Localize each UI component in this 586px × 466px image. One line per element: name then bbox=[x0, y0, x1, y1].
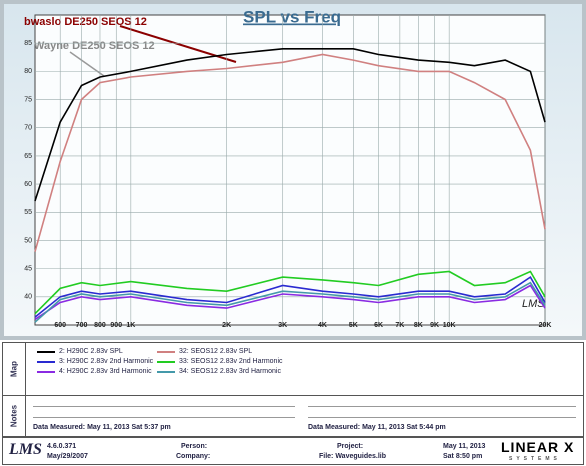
build-date: May/29/2007 bbox=[47, 453, 88, 460]
x-tick-label: 10K bbox=[443, 322, 456, 329]
series-line bbox=[34, 275, 546, 318]
legend-item: 2: H290C 2.83v SPL bbox=[37, 348, 123, 355]
file: File: Waveguides.lib bbox=[319, 453, 387, 460]
person: Person: bbox=[181, 443, 208, 450]
version: 4.6.0.371 bbox=[47, 443, 77, 450]
legend-swatch bbox=[37, 360, 55, 363]
legend-item: 3: H290C 2.83v 2nd Harmonic bbox=[37, 358, 153, 365]
x-tick-label: 9K bbox=[430, 322, 439, 329]
y-tick-label: 75 bbox=[24, 96, 32, 103]
annotation: Wayne DE250 SEOS 12 bbox=[34, 40, 155, 52]
y-tick-label: 70 bbox=[24, 125, 32, 132]
footer: LMS 4.6.0.371 May/29/2007 Person: Compan… bbox=[2, 437, 584, 465]
annotation-arrow bbox=[69, 51, 105, 77]
x-tick-label: 800 bbox=[94, 322, 106, 329]
company: Company: bbox=[176, 453, 211, 460]
brand-sub: SYSTEMS bbox=[509, 456, 561, 462]
note-text: Data Measured: May 11, 2013 Sat 5:37 pm bbox=[33, 424, 171, 431]
brand: LINEAR X bbox=[501, 439, 575, 455]
series-line bbox=[34, 281, 546, 323]
legend-item: 34: SEOS12 2.83v 3rd Harmonic bbox=[157, 368, 281, 375]
x-tick-label: 900 bbox=[110, 322, 122, 329]
legend-label: 4: H290C 2.83v 3rd Harmonic bbox=[59, 368, 152, 375]
y-tick-label: 55 bbox=[24, 209, 32, 216]
x-tick-label: 2K bbox=[222, 322, 231, 329]
x-tick-label: 3K bbox=[278, 322, 287, 329]
series-line bbox=[34, 53, 546, 252]
notes-label: Notes bbox=[9, 404, 19, 428]
chart: SPL vs Freq LMS bwaslo DE250 SEOS 12 Way… bbox=[0, 0, 586, 340]
series-line bbox=[34, 48, 546, 202]
x-tick-label: 700 bbox=[76, 322, 88, 329]
x-tick-label: 8K bbox=[414, 322, 423, 329]
legend-swatch bbox=[37, 370, 55, 373]
legend-label: 32: SEOS12 2.83v SPL bbox=[179, 348, 253, 355]
legend-swatch bbox=[157, 360, 175, 363]
y-tick-label: 50 bbox=[24, 237, 32, 244]
project: Project: bbox=[337, 443, 364, 450]
chart-title: SPL vs Freq bbox=[243, 7, 341, 26]
legend-item: 32: SEOS12 2.83v SPL bbox=[157, 348, 252, 355]
print-date: May 11, 2013 bbox=[443, 443, 486, 450]
legend-label: 2: H290C 2.83v SPL bbox=[59, 348, 123, 355]
x-tick-label: 1K bbox=[126, 322, 135, 329]
legend-swatch bbox=[157, 350, 175, 353]
y-tick-label: 45 bbox=[24, 265, 32, 272]
legend-label: 33: SEOS12 2.83v 2nd Harmonic bbox=[179, 358, 283, 365]
legend-label: 34: SEOS12 2.83v 3rd Harmonic bbox=[179, 368, 281, 375]
x-tick-label: 600 bbox=[54, 322, 66, 329]
y-tick-label: 60 bbox=[24, 181, 32, 188]
x-tick-label: 5K bbox=[349, 322, 358, 329]
series-line bbox=[34, 270, 546, 315]
x-tick-label: 20K bbox=[539, 322, 552, 329]
legend-label: 3: H290C 2.83v 2nd Harmonic bbox=[59, 358, 154, 365]
legend-item: 33: SEOS12 2.83v 2nd Harmonic bbox=[157, 358, 283, 365]
x-tick-label: 6K bbox=[374, 322, 383, 329]
series-line bbox=[34, 284, 546, 321]
y-tick-label: 65 bbox=[24, 153, 32, 160]
legend-item: 4: H290C 2.83v 3rd Harmonic bbox=[37, 368, 152, 375]
x-tick-label: 4K bbox=[318, 322, 327, 329]
note-text: Data Measured: May 11, 2013 Sat 5:44 pm bbox=[308, 424, 446, 431]
plot-area bbox=[34, 14, 546, 326]
legend-swatch bbox=[157, 370, 175, 373]
y-tick-label: 85 bbox=[24, 40, 32, 47]
legend-swatch bbox=[37, 350, 55, 353]
map-section: Map 2: H290C 2.83v SPL 3: H290C 2.83v 2nd… bbox=[2, 342, 584, 396]
annotation: bwaslo DE250 SEOS 12 bbox=[24, 16, 147, 28]
y-tick-label: 80 bbox=[24, 68, 32, 75]
x-tick-label: 7K bbox=[395, 322, 404, 329]
y-tick-label: 40 bbox=[24, 294, 32, 301]
map-label: Map bbox=[9, 361, 19, 377]
logo: LMS bbox=[9, 441, 42, 458]
notes-section: Notes Data Measured: May 11, 2013 Sat 5:… bbox=[2, 395, 584, 437]
print-time: Sat 8:50 pm bbox=[443, 453, 483, 460]
